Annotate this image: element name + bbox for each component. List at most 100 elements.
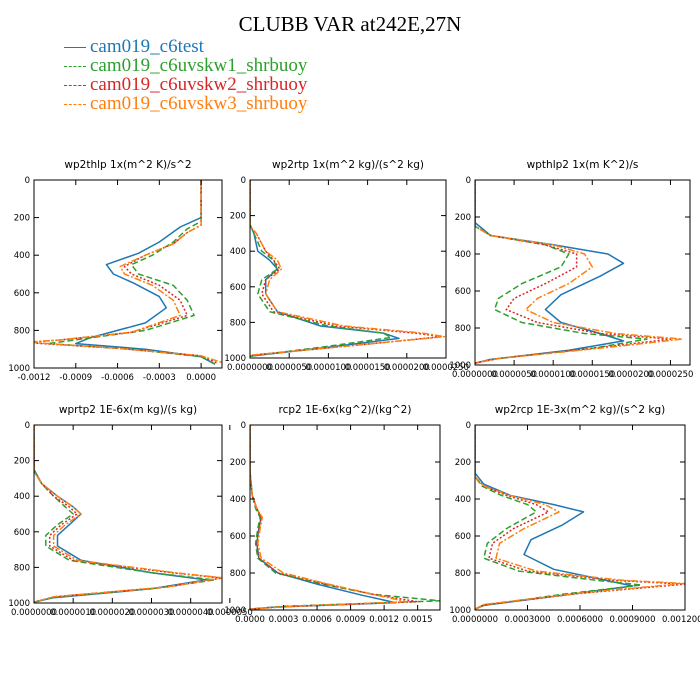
plot-frame [249,424,441,611]
series-line [475,180,648,364]
x-tick-label: 0.0000000 [452,370,498,380]
legend-line [64,47,86,48]
series-group [475,425,685,610]
y-tick-label: 200 [455,213,471,223]
y-tick-label: 200 [455,458,471,468]
series-line [475,425,685,610]
series-line [250,425,397,610]
x-tick-label: -0.0006 [101,373,134,383]
x-tick-label: -0.0012 [18,373,51,383]
x-tick-label: 0.0000030 [129,608,175,618]
y-tick-label: 200 [230,458,246,468]
panel-title: wp2rcp 1E-3x(m^2 kg)/(s^2 kg) [495,404,666,416]
series-line [34,425,222,603]
y-tick-label: 0 [25,176,30,186]
x-tick-label: 0.0003000 [505,615,551,625]
series-line [34,180,222,364]
y-tick-label: 600 [455,532,471,542]
plot-frame [33,179,223,369]
series-group [34,180,222,365]
y-tick-label: 1000 [8,599,30,609]
y-tick-label: 400 [455,495,471,505]
series-line [250,425,408,610]
panel-title: wp2rtp 1x(m^2 kg)/(s^2 kg) [272,159,424,171]
x-tick-label: 0.0000150 [345,363,391,373]
series-group [475,180,683,364]
legend-label: cam019_c6test [90,36,204,57]
x-tick-label: 0.0000050 [491,370,537,380]
x-tick-label: -0.0003 [143,373,176,383]
series-line [475,425,685,610]
x-tick-label: 0.0000250 [647,370,693,380]
series-line [250,180,392,357]
plot-frame [33,424,223,604]
y-tick-label: 800 [14,563,30,573]
y-tick-label: 0 [241,421,246,431]
x-tick-label: 0.0000100 [530,370,576,380]
y-tick-label: 600 [14,528,30,538]
y-tick-label: 400 [14,492,30,502]
figure-title: CLUBB VAR at242E,27N [238,12,462,36]
y-tick-label: 200 [14,457,30,467]
x-tick-label: 0.0012 [369,615,399,625]
legend-line [64,104,86,105]
y-tick-label: 1000 [224,606,246,616]
x-tick-label: 0.0000020 [89,608,135,618]
y-tick-label: 800 [455,324,471,334]
y-tick-label: 200 [14,214,30,224]
y-tick-label: 800 [455,569,471,579]
y-tick-label: 800 [230,569,246,579]
legend-label: cam019_c6uvskw2_shrbuoy [90,74,308,95]
x-tick-label: 0.0015 [403,615,433,625]
y-tick-label: 0 [241,176,246,186]
series-line [75,180,216,365]
series-line [34,425,215,603]
panel-title: wp2thlp 1x(m^2 K)/s^2 [64,159,191,171]
x-tick-label: 0.0012000 [662,615,700,625]
y-tick-label: 400 [455,250,471,260]
x-tick-label: 0.0006000 [557,615,603,625]
y-tick-label: 400 [230,495,246,505]
y-tick-label: 800 [14,326,30,336]
y-tick-label: 400 [230,247,246,257]
x-tick-label: 0.0003 [269,615,299,625]
x-tick-label: 0.0000 [186,373,216,383]
y-tick-label: 800 [230,318,246,328]
x-tick-label: 0.0009000 [610,615,656,625]
x-tick-label: 0.0000 [235,615,265,625]
series-group [250,180,446,357]
series-line [47,180,216,365]
panel-5: rcp2 1E-6x(kg^2)/(kg^2) 0 200 400 600 800 1000… [224,404,441,625]
y-tick-label: 0 [25,421,30,431]
x-tick-label: 0.0000100 [305,363,351,373]
series-line [250,425,419,610]
y-tick-label: 1000 [8,364,30,374]
x-tick-label: 0.0000000 [11,608,57,618]
series-line [34,180,219,364]
x-tick-label: 0.0000200 [384,363,430,373]
series-line [475,180,672,364]
series-line [250,425,440,610]
panel-6: wp2rcp 1E-3x(m^2 kg)/(s^2 kg) 0 200 400 600 8… [449,404,700,625]
x-tick-label: 0.0006 [302,615,332,625]
y-tick-label: 600 [455,287,471,297]
x-tick-label: 0.0000010 [50,608,96,618]
y-tick-label: 1000 [224,354,246,364]
legend-label: cam019_c6uvskw3_shrbuoy [90,93,308,114]
x-tick-label: 0.0000250 [423,363,469,373]
series-line [34,425,222,603]
legend-line [64,85,86,86]
panel-1: wp2thlp 1x(m^2 K)/s^202004006008001000-0… [8,159,223,383]
x-tick-label: 0.0000150 [569,370,615,380]
x-tick-label: 0.0009 [336,615,366,625]
y-tick-label: 1000 [449,606,471,616]
panel-title: wprtp2 1E-6x(m kg)/(s kg) [59,404,197,416]
panel-2: wp2rtp 1x(m^2 kg)/(s^2 kg) 0 200 400 600 800 1… [224,159,469,373]
x-tick-label: 0.0000050 [266,363,312,373]
x-tick-label: 0.0000000 [227,363,273,373]
series-line [250,180,446,357]
legend-line [64,66,86,67]
plot-frame [474,179,691,366]
y-tick-label: 600 [14,289,30,299]
